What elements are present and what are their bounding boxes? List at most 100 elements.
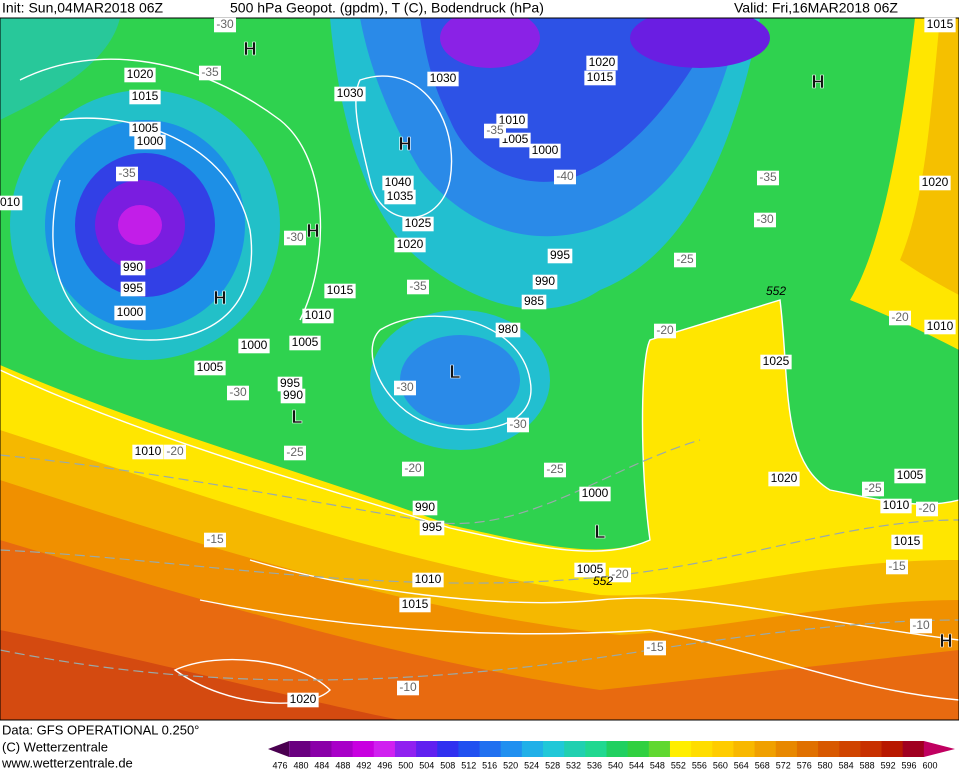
colorbar-cell — [754, 741, 777, 757]
temperature-label: -40 — [556, 169, 574, 183]
temperature-label-box — [227, 385, 249, 401]
pressure-label: 1020 — [127, 67, 154, 81]
pressure-label: 1040 — [385, 175, 412, 189]
colorbar-cell — [818, 741, 840, 757]
colorbar-label: 524 — [524, 760, 539, 770]
pressure-label: 1035 — [387, 189, 414, 203]
pressure-label-group: 1015 — [891, 534, 923, 550]
colorbar-label: 504 — [419, 760, 434, 770]
pressure-label-group: 1010 — [880, 498, 912, 514]
pressure-label: 1000 — [532, 143, 559, 157]
pressure-label-box — [574, 562, 606, 578]
pressure-label-group: 1000 — [134, 134, 166, 150]
colorbar-label: 528 — [545, 760, 560, 770]
temperature-label-box — [284, 445, 306, 461]
pressure-label: 1005 — [897, 468, 924, 482]
temperature-label-group: -10 — [910, 618, 932, 634]
map-title: 500 hPa Geopot. (gpdm), T (C), Bodendruc… — [230, 0, 544, 16]
pressure-label-box — [891, 534, 923, 550]
colorbar-label: 552 — [671, 760, 686, 770]
pressure-label-group: 1020 — [768, 471, 800, 487]
colorbar-label: 556 — [692, 760, 707, 770]
pressure-label-group: 1015 — [324, 283, 356, 299]
colorbar-label: 596 — [902, 760, 917, 770]
colorbar-label: 584 — [839, 760, 854, 770]
temperature-label-group: -20 — [889, 310, 911, 326]
contour-label: 552 — [593, 574, 613, 588]
pressure-label-group: 1015 — [924, 17, 956, 33]
temperature-label: -20 — [656, 323, 674, 337]
colorbar-label: 568 — [755, 760, 770, 770]
temperature-label-box — [164, 444, 186, 460]
temperature-label-group: -30 — [227, 385, 249, 401]
pressure-label-group: 990 — [280, 388, 306, 404]
pressure-label: 1020 — [922, 175, 949, 189]
pressure-label-group: 980 — [495, 322, 521, 338]
pressure-label: 1015 — [402, 597, 429, 611]
colorbar-label: 520 — [503, 760, 518, 770]
temperature-label-group: -35 — [407, 279, 429, 295]
pressure-label: 1000 — [117, 305, 144, 319]
pressure-label-group: 1010 — [412, 572, 444, 588]
colorbar-label: 544 — [629, 760, 644, 770]
temperature-label: -15 — [888, 559, 906, 573]
pressure-label-group: 1025 — [760, 354, 792, 370]
temperature-label-box — [544, 462, 566, 478]
colorbar: 476 480 484 488 492 496 500 504 508 512 516 520 524 5… — [268, 741, 955, 770]
temperature-label-box — [284, 230, 306, 246]
colorbar-cell — [669, 741, 692, 757]
temperature-label-box — [554, 169, 576, 185]
temperature-label-group: -35 — [484, 123, 506, 139]
pressure-label-box — [586, 55, 618, 71]
pressure-label-box — [579, 486, 611, 502]
pressure-label-box — [924, 319, 956, 335]
temperature-label-group: -30 — [284, 230, 306, 246]
colorbar-cell — [331, 741, 354, 757]
pressure-label: 995 — [123, 281, 143, 295]
colorbar-cell — [839, 741, 861, 757]
pressure-label-group: 1005 — [194, 360, 226, 376]
temperature-label-group: -15 — [886, 559, 908, 575]
colorbar-label: 580 — [818, 760, 833, 770]
pressure-label-group: 995 — [547, 248, 573, 264]
pressure-label-group: 010 — [0, 195, 23, 211]
pressure-label-box — [120, 281, 146, 297]
temperature-label-group: -30 — [214, 17, 236, 33]
pressure-label-box — [324, 283, 356, 299]
temperature-label: -20 — [404, 461, 422, 475]
pressure-label-group: 1005 — [894, 468, 926, 484]
pressure-label-group: 1015 — [129, 89, 161, 105]
pressure-label-box — [419, 520, 445, 536]
colorbar-cell — [712, 741, 734, 757]
pressure-center: H — [812, 72, 825, 92]
pressure-label-group: 1020 — [586, 55, 618, 71]
pressure-label: 1000 — [241, 338, 268, 352]
pressure-label: 1015 — [894, 534, 921, 548]
pressure-label: 1005 — [197, 360, 224, 374]
pressure-label: 1030 — [430, 71, 457, 85]
colorbar-label: 592 — [881, 760, 896, 770]
temperature-label: -35 — [201, 65, 219, 79]
pressure-label: 1020 — [771, 471, 798, 485]
pressure-label: 1000 — [582, 486, 609, 500]
pressure-label-box — [402, 216, 434, 232]
pressure-label-group: 1010 — [302, 308, 334, 324]
pressure-label-box — [760, 354, 792, 370]
pressure-label-group: 1035 — [384, 189, 416, 205]
pressure-label: 980 — [498, 322, 518, 336]
colorbar-cell — [373, 741, 396, 757]
labels: 1020101510051000990995100010301030104010… — [0, 17, 956, 708]
pressure-label-box — [521, 294, 547, 310]
temperature-label: -25 — [676, 252, 694, 266]
temperature-label-box — [862, 481, 884, 497]
pressure-label-box — [384, 189, 416, 205]
temperature-label-box — [402, 461, 424, 477]
pressure-label: 1005 — [132, 121, 159, 135]
temperature-label-box — [204, 532, 226, 548]
pressure-center: L — [450, 362, 461, 382]
temperature-label: -20 — [611, 567, 629, 581]
temperature-label-box — [754, 212, 776, 228]
pressure-label-group: 1000 — [238, 338, 270, 354]
temperature-label-box — [757, 170, 779, 186]
